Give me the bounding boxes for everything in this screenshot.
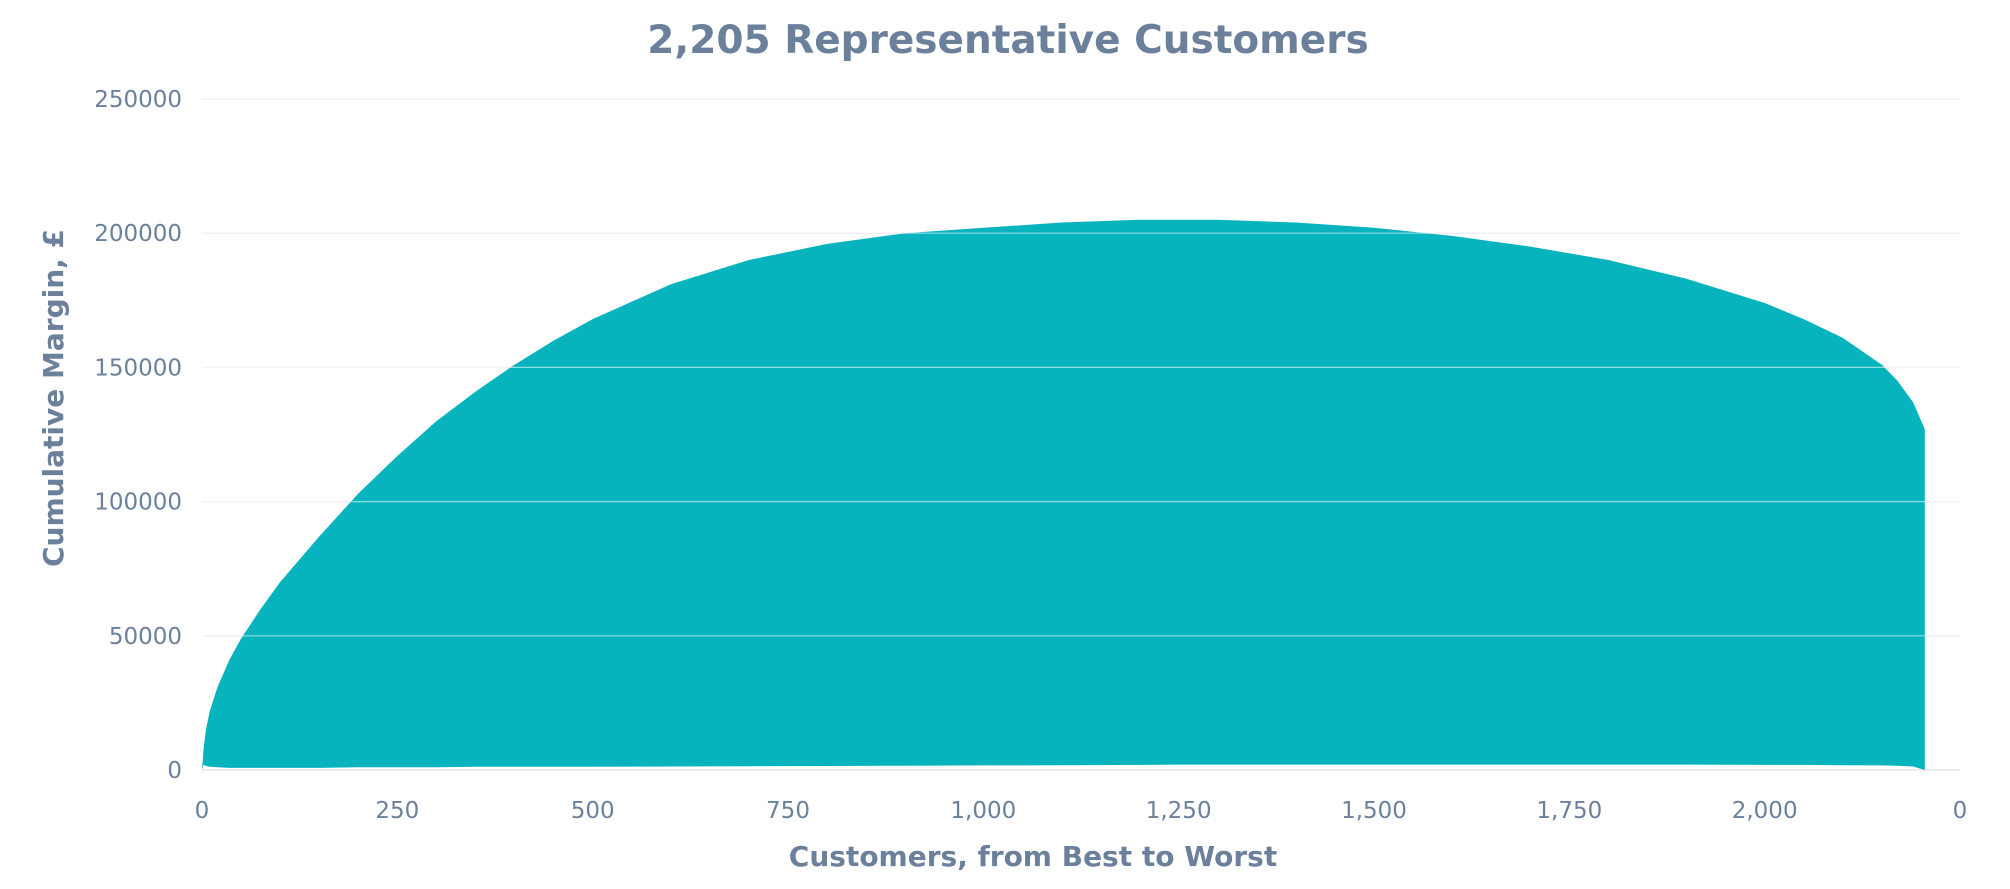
x-tick-label: 1,000 [950,798,1016,824]
x-tick-label: 500 [571,798,615,824]
area-series [202,98,1960,771]
x-tick-label: 1,750 [1536,798,1602,824]
area-fill [202,219,1925,771]
y-axis-ticks: 0 50000 100000 150000 200000 250000 [94,87,182,784]
x-tick-label: 0 [1953,798,1968,824]
y-tick-label: 0 [167,758,182,784]
x-tick-label: 250 [375,798,419,824]
chart-title: 2,205 Representative Customers [647,18,1368,63]
x-tick-label: 2,000 [1732,798,1798,824]
y-tick-label: 250000 [94,87,182,113]
y-axis-title: Cumulative Margin, £ [37,229,70,567]
y-tick-label: 200000 [94,221,182,247]
y-tick-label: 50000 [109,624,182,650]
x-tick-label: 0 [195,798,210,824]
x-axis-ticks: 0 250 500 750 1,000 1,250 1,500 1,750 2,000 0 [195,798,1968,824]
x-tick-label: 1,500 [1341,798,1407,824]
y-tick-label: 150000 [94,355,182,381]
x-tick-label: 750 [766,798,810,824]
x-axis-title: Customers, from Best to Worst [789,840,1277,873]
x-tick-label: 1,250 [1146,798,1212,824]
y-tick-label: 100000 [94,490,182,516]
